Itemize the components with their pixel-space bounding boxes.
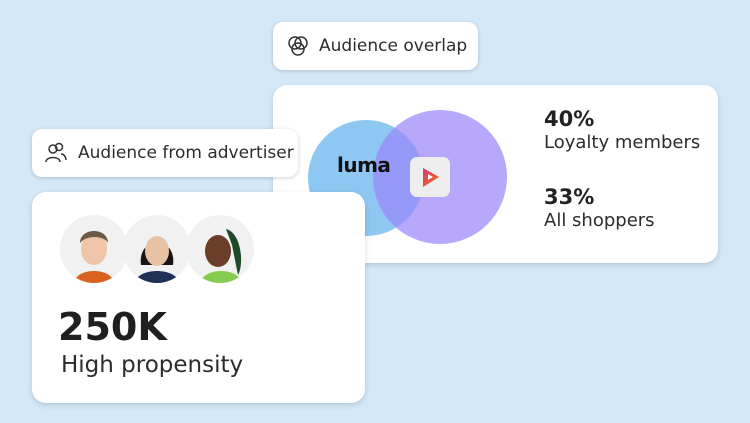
stat-label-loyalty: Loyalty members — [544, 132, 701, 153]
audience-from-advertiser-label: Audience from advertiser — [32, 129, 298, 177]
audience-size-label: High propensity — [61, 352, 244, 378]
advertiser-card: 250K High propensity — [32, 192, 365, 403]
avatar — [123, 215, 191, 283]
audience-size-value: 250K — [58, 305, 167, 349]
stat-label-shoppers: All shoppers — [544, 210, 655, 231]
audience-overlap-label: Audience overlap — [273, 22, 478, 70]
stat-value-shoppers: 33% — [544, 185, 595, 209]
avatar — [186, 215, 254, 283]
audience-from-advertiser-text: Audience from advertiser — [78, 143, 294, 163]
partner-app-logo — [410, 157, 450, 197]
venn-icon — [288, 36, 308, 56]
avatar — [60, 215, 128, 283]
audience-overlap-text: Audience overlap — [319, 36, 468, 56]
luma-logo: luma — [337, 153, 391, 177]
stat-value-loyalty: 40% — [544, 107, 595, 131]
play-icon — [423, 168, 439, 187]
users-icon — [45, 142, 67, 163]
overlap-card: luma 40% Loyalty members 33% All shopper… — [273, 85, 718, 263]
